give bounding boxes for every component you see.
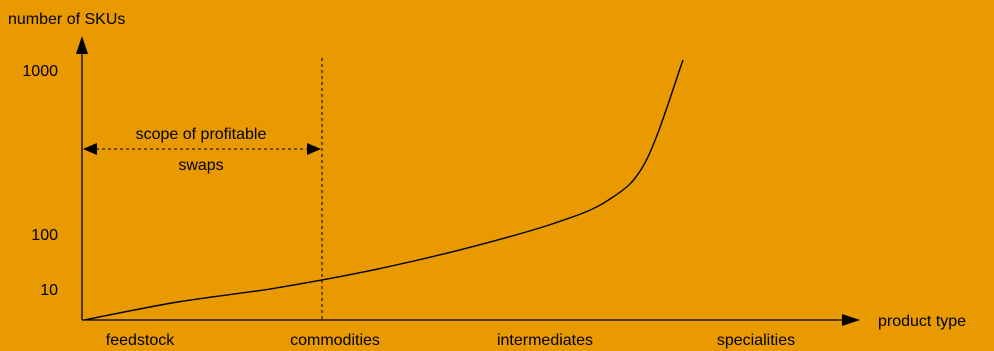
x-category-label: commodities: [290, 332, 380, 349]
scope-arrow-right: [307, 143, 321, 155]
scope-arrow-left: [83, 143, 97, 155]
x-axis-title: product type: [878, 313, 966, 330]
y-tick-label: 1000: [22, 63, 58, 80]
sku-curve-line: [83, 59, 684, 321]
y-axis-title: number of SKUs: [8, 11, 125, 28]
x-category-label: feedstock: [106, 332, 175, 349]
y-tick-label: 100: [31, 227, 58, 244]
y-axis-arrow: [76, 36, 88, 54]
y-tick-label: 10: [40, 282, 58, 299]
x-category-label: specialities: [717, 332, 795, 349]
scope-annotation-line1: scope of profitable: [136, 126, 267, 143]
x-axis-arrow: [842, 314, 860, 326]
x-category-label: intermediates: [497, 332, 593, 349]
scope-annotation-line2: swaps: [178, 157, 223, 174]
